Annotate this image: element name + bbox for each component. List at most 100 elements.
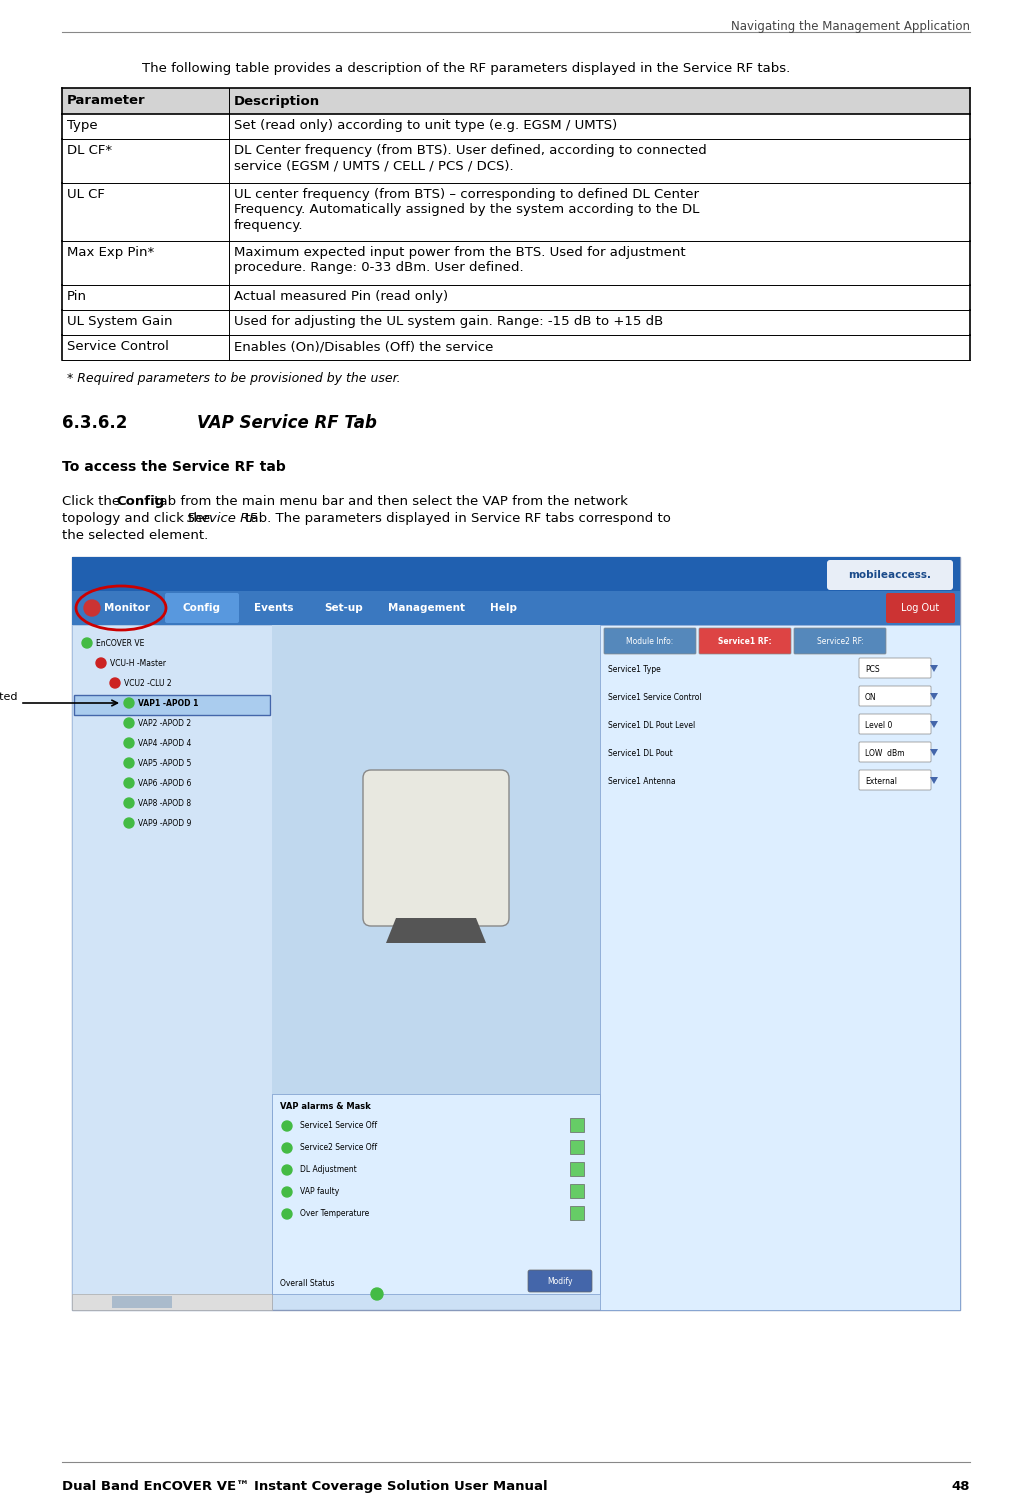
Text: LOW  dBm: LOW dBm bbox=[865, 749, 905, 758]
Circle shape bbox=[84, 599, 100, 616]
FancyBboxPatch shape bbox=[78, 594, 164, 623]
Polygon shape bbox=[930, 694, 938, 700]
Text: Help: Help bbox=[490, 602, 518, 613]
Bar bbox=[72, 625, 272, 1310]
Text: External: External bbox=[865, 776, 897, 785]
Text: Used for adjusting the UL system gain. Range: -15 dB to +15 dB: Used for adjusting the UL system gain. R… bbox=[234, 315, 663, 327]
Bar bbox=[112, 1296, 172, 1308]
Text: VCU2 -CLU 2: VCU2 -CLU 2 bbox=[124, 679, 171, 688]
Text: Parameter: Parameter bbox=[67, 94, 146, 108]
Text: Service1 Antenna: Service1 Antenna bbox=[608, 776, 676, 785]
Text: VAP alarms & Mask: VAP alarms & Mask bbox=[280, 1102, 371, 1111]
Bar bbox=[570, 1184, 584, 1197]
Text: Over Temperature: Over Temperature bbox=[300, 1209, 369, 1218]
FancyBboxPatch shape bbox=[165, 594, 239, 623]
FancyBboxPatch shape bbox=[859, 770, 931, 789]
Polygon shape bbox=[930, 665, 938, 671]
Text: tab. The parameters displayed in Service RF tabs correspond to: tab. The parameters displayed in Service… bbox=[240, 511, 671, 525]
Text: EnCOVER VE: EnCOVER VE bbox=[96, 638, 145, 647]
FancyBboxPatch shape bbox=[363, 770, 510, 925]
Text: Service1 RF:: Service1 RF: bbox=[718, 637, 771, 646]
Text: frequency.: frequency. bbox=[234, 218, 304, 232]
FancyBboxPatch shape bbox=[886, 594, 955, 623]
FancyBboxPatch shape bbox=[240, 594, 309, 623]
Circle shape bbox=[124, 777, 135, 788]
Text: mobileaccess.: mobileaccess. bbox=[849, 570, 931, 580]
Text: To access the Service RF tab: To access the Service RF tab bbox=[62, 460, 285, 474]
Text: Modify: Modify bbox=[547, 1277, 573, 1286]
Circle shape bbox=[124, 698, 135, 709]
FancyBboxPatch shape bbox=[380, 594, 474, 623]
Polygon shape bbox=[930, 749, 938, 756]
Text: Service1 Service Off: Service1 Service Off bbox=[300, 1121, 377, 1130]
Text: Selected
VAP: Selected VAP bbox=[0, 692, 18, 713]
FancyBboxPatch shape bbox=[604, 628, 696, 653]
Text: the selected element.: the selected element. bbox=[62, 529, 208, 543]
Text: topology and click the: topology and click the bbox=[62, 511, 214, 525]
Text: Actual measured Pin (read only): Actual measured Pin (read only) bbox=[234, 290, 448, 303]
Text: Service1 DL Pout: Service1 DL Pout bbox=[608, 749, 673, 758]
Text: Overall Status: Overall Status bbox=[280, 1280, 334, 1289]
Text: VCU-H -Master: VCU-H -Master bbox=[110, 658, 166, 667]
FancyBboxPatch shape bbox=[859, 742, 931, 762]
Circle shape bbox=[124, 739, 135, 748]
Bar bbox=[62, 88, 970, 114]
Text: Navigating the Management Application: Navigating the Management Application bbox=[731, 19, 970, 33]
Bar bbox=[570, 1141, 584, 1154]
Text: VAP5 -APOD 5: VAP5 -APOD 5 bbox=[138, 758, 192, 767]
Polygon shape bbox=[930, 721, 938, 728]
Text: DL CF*: DL CF* bbox=[67, 144, 112, 157]
Text: Config: Config bbox=[116, 495, 164, 508]
Circle shape bbox=[124, 798, 135, 807]
Text: ON: ON bbox=[865, 692, 876, 701]
Text: Config: Config bbox=[183, 602, 221, 613]
Text: Service Control: Service Control bbox=[67, 339, 169, 353]
Text: VAP8 -APOD 8: VAP8 -APOD 8 bbox=[138, 798, 192, 807]
Text: 6.3.6.2: 6.3.6.2 bbox=[62, 414, 127, 432]
Text: DL Center frequency (from BTS). User defined, according to connected: DL Center frequency (from BTS). User def… bbox=[234, 144, 707, 157]
FancyBboxPatch shape bbox=[859, 686, 931, 706]
Text: VAP6 -APOD 6: VAP6 -APOD 6 bbox=[138, 779, 192, 788]
Text: Enables (On)/Disables (Off) the service: Enables (On)/Disables (Off) the service bbox=[234, 339, 493, 353]
Bar bbox=[600, 625, 960, 1310]
Text: Dual Band EnCOVER VE™ Instant Coverage Solution User Manual: Dual Band EnCOVER VE™ Instant Coverage S… bbox=[62, 1480, 547, 1494]
Text: UL System Gain: UL System Gain bbox=[67, 315, 172, 327]
Text: Log Out: Log Out bbox=[901, 602, 940, 613]
Bar bbox=[74, 695, 270, 715]
FancyBboxPatch shape bbox=[475, 594, 534, 623]
FancyBboxPatch shape bbox=[859, 715, 931, 734]
FancyBboxPatch shape bbox=[794, 628, 886, 653]
Text: Service1 Service Control: Service1 Service Control bbox=[608, 692, 702, 701]
Circle shape bbox=[282, 1209, 292, 1218]
Circle shape bbox=[282, 1187, 292, 1197]
Text: Management: Management bbox=[388, 602, 466, 613]
Bar bbox=[570, 1206, 584, 1220]
Text: Level 0: Level 0 bbox=[865, 721, 893, 730]
Text: Set-up: Set-up bbox=[325, 602, 364, 613]
Text: Click the: Click the bbox=[62, 495, 124, 508]
FancyBboxPatch shape bbox=[699, 628, 791, 653]
Bar bbox=[72, 1295, 272, 1310]
FancyBboxPatch shape bbox=[859, 658, 931, 679]
Text: Service2 Service Off: Service2 Service Off bbox=[300, 1144, 377, 1153]
Text: * Required parameters to be provisioned by the user.: * Required parameters to be provisioned … bbox=[67, 372, 400, 386]
Bar bbox=[72, 558, 960, 1310]
FancyBboxPatch shape bbox=[310, 594, 379, 623]
Text: procedure. Range: 0-33 dBm. User defined.: procedure. Range: 0-33 dBm. User defined… bbox=[234, 262, 524, 275]
Text: service (EGSM / UMTS / CELL / PCS / DCS).: service (EGSM / UMTS / CELL / PCS / DCS)… bbox=[234, 160, 514, 172]
Text: VAP Service RF Tab: VAP Service RF Tab bbox=[197, 414, 377, 432]
Text: Set (read only) according to unit type (e.g. EGSM / UMTS): Set (read only) according to unit type (… bbox=[234, 120, 618, 132]
Bar bbox=[72, 591, 960, 625]
Text: Module Info:: Module Info: bbox=[627, 637, 674, 646]
Bar bbox=[272, 625, 600, 1109]
Text: Maximum expected input power from the BTS. Used for adjustment: Maximum expected input power from the BT… bbox=[234, 247, 686, 259]
Text: Monitor: Monitor bbox=[104, 602, 150, 613]
Bar bbox=[72, 558, 960, 591]
Text: Service RF: Service RF bbox=[186, 511, 257, 525]
Text: tab from the main menu bar and then select the VAP from the network: tab from the main menu bar and then sele… bbox=[151, 495, 629, 508]
Bar bbox=[272, 1094, 600, 1295]
Text: 48: 48 bbox=[952, 1480, 970, 1494]
FancyBboxPatch shape bbox=[528, 1269, 592, 1292]
Text: Max Exp Pin*: Max Exp Pin* bbox=[67, 247, 154, 259]
Text: VAP1 -APOD 1: VAP1 -APOD 1 bbox=[138, 698, 199, 707]
